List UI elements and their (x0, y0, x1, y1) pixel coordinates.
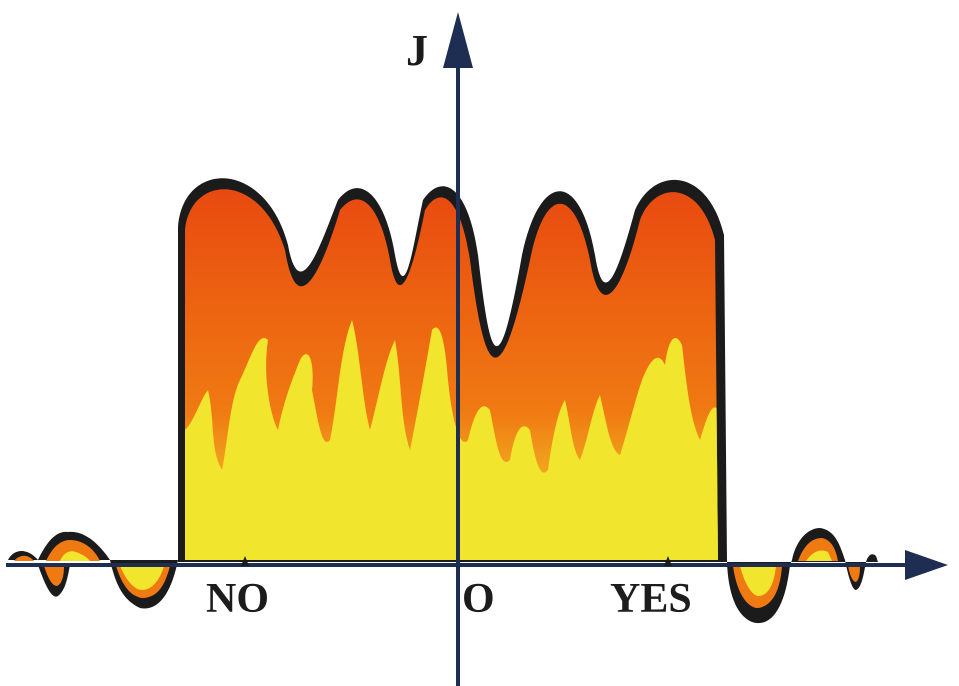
yes-label: YES (610, 576, 692, 622)
left-lobes-flame (60, 551, 164, 590)
no-tick-mark (241, 556, 249, 566)
x-axis-arrowhead (905, 550, 948, 580)
no-label: NO (206, 576, 269, 622)
y-axis-arrowhead (443, 12, 473, 68)
yes-tick-mark (664, 556, 672, 566)
flames (185, 320, 718, 560)
origin-label: O (462, 576, 495, 622)
y-axis-label: J (406, 26, 428, 75)
right-lobes-flame (740, 550, 832, 596)
